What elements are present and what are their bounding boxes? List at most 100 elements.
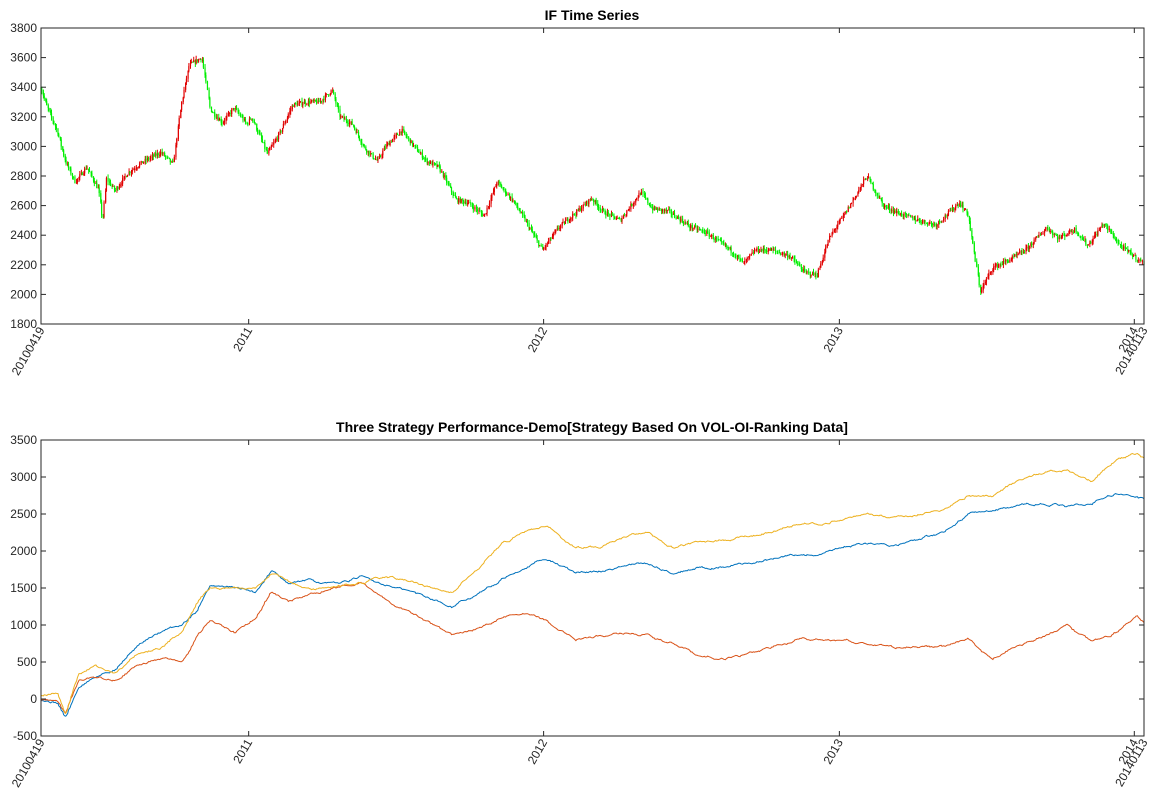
candle-body xyxy=(1104,224,1106,226)
candle-body xyxy=(1128,250,1130,252)
candle-body xyxy=(919,220,921,223)
candle-body xyxy=(47,105,49,109)
candle-body xyxy=(129,171,131,173)
candle-body xyxy=(935,224,937,227)
candle-body xyxy=(55,126,57,129)
candle-body xyxy=(93,180,95,184)
candle-body xyxy=(680,218,682,222)
candle-body xyxy=(821,261,823,264)
candle-body xyxy=(642,191,644,194)
candle-body xyxy=(854,196,857,199)
candle-body xyxy=(1080,235,1082,238)
perf-ytick-label: 1500 xyxy=(10,581,37,595)
candle-body xyxy=(987,276,989,279)
candle-body xyxy=(353,124,355,127)
candle-body xyxy=(761,249,763,251)
candle-body xyxy=(1056,234,1058,237)
candle-body xyxy=(516,202,518,207)
candle-body xyxy=(778,252,781,254)
candle-body xyxy=(831,233,833,236)
candle-body xyxy=(348,123,350,125)
candle-body xyxy=(900,213,902,216)
candle-body xyxy=(720,240,722,242)
candle-body xyxy=(256,124,258,131)
candle-body xyxy=(237,109,239,113)
candle-body xyxy=(1094,235,1096,238)
candle-body xyxy=(1090,242,1092,244)
candle-body xyxy=(913,218,916,220)
candle-body xyxy=(1009,260,1011,263)
candle-body xyxy=(902,215,904,217)
candle-body xyxy=(462,198,464,201)
candle-body xyxy=(189,62,192,67)
candle-body xyxy=(1139,259,1141,261)
candle-body xyxy=(1025,247,1027,253)
perf-ytick-label: 2500 xyxy=(10,507,37,521)
candle-body xyxy=(926,222,928,224)
candle-body xyxy=(907,214,909,216)
candle-body xyxy=(221,122,223,124)
candle-body xyxy=(239,114,242,117)
candle-body xyxy=(1107,225,1109,230)
candle-body xyxy=(389,141,391,146)
candle-body xyxy=(263,142,265,144)
candle-body xyxy=(741,259,743,263)
candle-body xyxy=(587,201,589,204)
candle-body xyxy=(519,210,521,213)
candle-body xyxy=(615,218,617,220)
candle-body xyxy=(1016,253,1018,256)
candle-body xyxy=(630,204,632,210)
candle-body xyxy=(989,271,992,274)
candle-body xyxy=(943,218,945,221)
price-ytick-label: 3200 xyxy=(10,110,37,124)
candle-body xyxy=(692,228,694,230)
candle-body xyxy=(384,147,386,149)
candle-body xyxy=(734,255,736,257)
candle-body xyxy=(1096,234,1098,236)
candle-body xyxy=(150,156,152,159)
candle-body xyxy=(1068,233,1070,235)
candle-body xyxy=(488,206,490,208)
candle-body xyxy=(366,149,368,153)
candle-body xyxy=(374,159,377,161)
candle-body xyxy=(708,232,710,237)
candle-body xyxy=(122,178,124,184)
candle-body xyxy=(399,131,401,135)
candle-body xyxy=(659,208,661,210)
candle-body xyxy=(959,203,961,206)
candle-body xyxy=(202,59,204,61)
candle-body xyxy=(929,222,931,224)
candle-body xyxy=(703,230,706,234)
candle-body xyxy=(983,283,985,286)
candle-body xyxy=(357,131,360,136)
candle-body xyxy=(292,105,294,107)
candle-body xyxy=(978,275,980,286)
candle-body xyxy=(1059,236,1061,238)
candle-body xyxy=(308,100,310,104)
candle-body xyxy=(673,213,675,215)
candle-body xyxy=(853,198,855,200)
candle-body xyxy=(955,205,957,209)
candle-body xyxy=(689,225,691,228)
candle-body xyxy=(842,215,845,218)
candle-body xyxy=(545,243,547,248)
candle-body xyxy=(602,208,605,211)
candle-body xyxy=(762,248,765,251)
candle-body xyxy=(230,113,232,115)
candle-body xyxy=(199,58,201,60)
candle-body xyxy=(921,222,923,224)
candle-body xyxy=(1111,232,1113,234)
price-y-axis: 1800 2000 2200 2400 2600 2800 3000 3200 3400 3600… xyxy=(10,21,1144,331)
candle-body xyxy=(256,130,259,133)
candle-body xyxy=(253,120,255,124)
candle-body xyxy=(1031,243,1033,245)
candle-body xyxy=(559,225,562,228)
price-xtick-label: 2011 xyxy=(230,324,255,354)
candle-body xyxy=(944,215,946,219)
candle-body xyxy=(443,175,445,177)
candle-body xyxy=(63,150,65,156)
candle-body xyxy=(719,240,722,242)
candle-body xyxy=(552,233,554,237)
candle-body xyxy=(244,119,247,123)
candle-body xyxy=(681,218,684,222)
